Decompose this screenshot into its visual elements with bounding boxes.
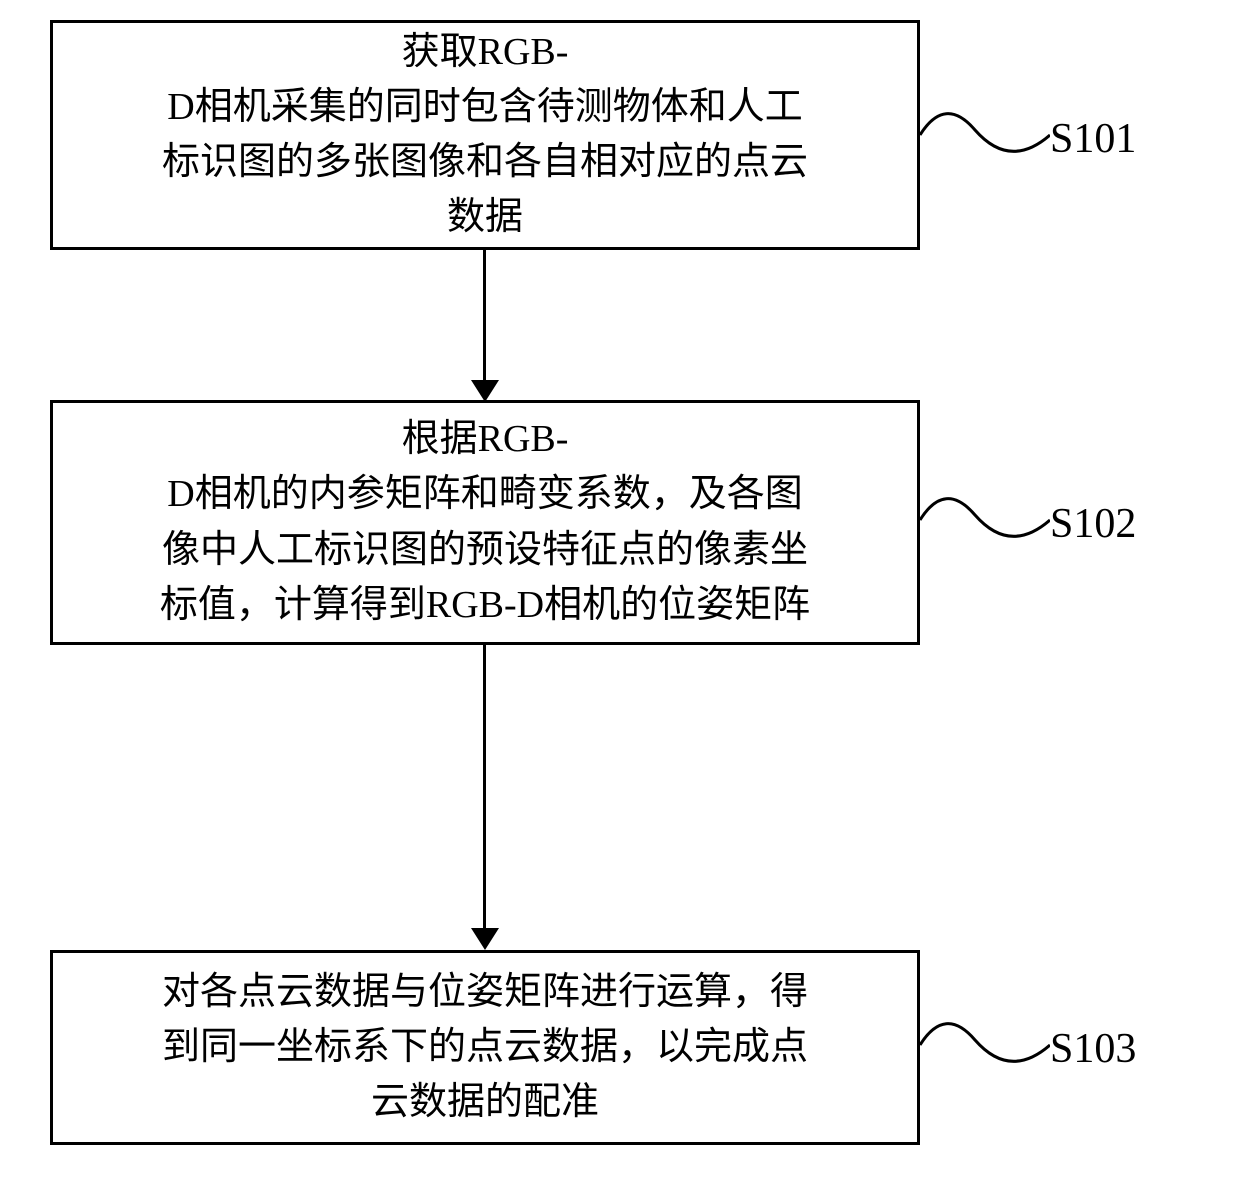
- box-text-1: 获取RGB-D相机采集的同时包含待测物体和人工标识图的多张图像和各自相对应的点云…: [162, 25, 808, 245]
- wave-connector-2: [920, 485, 1050, 555]
- step-label-1: S101: [1050, 115, 1136, 163]
- step-label-3: S103: [1050, 1025, 1136, 1073]
- arrow-line-1: [483, 250, 486, 385]
- arrow-head-2: [471, 928, 499, 950]
- arrow-head-1: [471, 380, 499, 402]
- arrow-line-2: [483, 645, 486, 930]
- box-text-2: 根据RGB-D相机的内参矩阵和畸变系数，及各图像中人工标识图的预设特征点的像素坐…: [160, 412, 810, 632]
- step-label-2: S102: [1050, 500, 1136, 548]
- flowchart-box-2: 根据RGB-D相机的内参矩阵和畸变系数，及各图像中人工标识图的预设特征点的像素坐…: [50, 400, 920, 645]
- flowchart-box-1: 获取RGB-D相机采集的同时包含待测物体和人工标识图的多张图像和各自相对应的点云…: [50, 20, 920, 250]
- wave-connector-1: [920, 100, 1050, 170]
- wave-connector-3: [920, 1010, 1050, 1080]
- flowchart-box-3: 对各点云数据与位姿矩阵进行运算，得到同一坐标系下的点云数据，以完成点云数据的配准: [50, 950, 920, 1145]
- box-text-3: 对各点云数据与位姿矩阵进行运算，得到同一坐标系下的点云数据，以完成点云数据的配准: [162, 965, 808, 1130]
